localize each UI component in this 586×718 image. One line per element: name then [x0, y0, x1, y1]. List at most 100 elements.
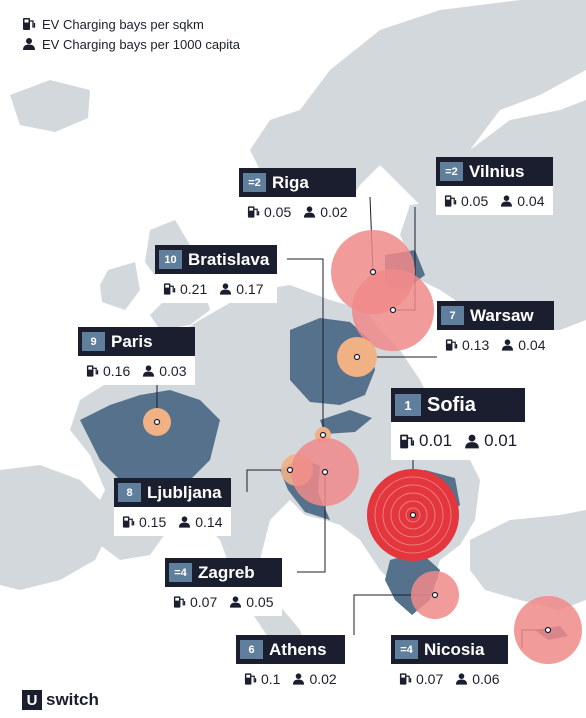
ev-charger-icon [400, 434, 415, 448]
person-icon [179, 515, 191, 528]
card-nicosia: =4 Nicosia 0.07 0.06 [391, 635, 508, 693]
value-capita: 0.03 [159, 362, 187, 379]
card-riga: =2 Riga 0.05 0.02 [239, 168, 356, 226]
card-head: =4 Nicosia [391, 635, 508, 664]
rank-badge: =4 [395, 640, 418, 659]
metric-capita: 0.03 [142, 362, 187, 379]
city-name: Warsaw [470, 305, 534, 325]
card-sofia: 1 Sofia 0.01 0.01 [391, 388, 526, 460]
person-icon [502, 338, 514, 351]
metric-capita: 0.05 [229, 593, 274, 610]
ev-charger-icon [247, 205, 260, 218]
card-head: 7 Warsaw [437, 301, 554, 330]
rank-badge: =4 [169, 563, 192, 582]
card-metrics: 0.15 0.14 [114, 507, 231, 536]
city-name: Vilnius [469, 161, 525, 181]
rank-badge: =2 [440, 162, 463, 181]
value-sqkm: 0.13 [462, 336, 490, 353]
metric-capita: 0.04 [500, 193, 545, 209]
person-icon [23, 38, 35, 50]
dot-paris [153, 418, 161, 426]
ev-charger-icon [86, 364, 99, 377]
metric-sqkm: 0.07 [399, 671, 443, 687]
value-sqkm: 0.01 [419, 431, 453, 450]
dot-bratislava [319, 431, 327, 439]
value-sqkm: 0.07 [416, 670, 444, 687]
rank-badge: 1 [395, 394, 421, 416]
metric-sqkm: 0.21 [163, 281, 207, 297]
card-head: =2 Vilnius [436, 157, 553, 186]
value-sqkm: 0.07 [190, 593, 218, 610]
value-capita: 0.02 [309, 670, 337, 687]
card-ljubljana: 8 Ljubljana 0.15 0.14 [114, 478, 231, 536]
rank-badge: 6 [240, 640, 263, 659]
land-ireland [100, 262, 140, 310]
card-metrics: 0.01 0.01 [391, 422, 526, 460]
card-metrics: 0.05 0.04 [436, 186, 553, 215]
value-capita: 0.04 [518, 336, 546, 353]
metric-sqkm: 0.01 [399, 431, 452, 451]
person-icon [304, 205, 316, 218]
value-sqkm: 0.1 [261, 670, 281, 687]
dot-sofia [409, 511, 417, 519]
ev-charger-icon [173, 595, 186, 608]
brand-mark: U [22, 690, 42, 710]
value-sqkm: 0.15 [139, 513, 167, 530]
country-slovakia [320, 410, 372, 434]
metric-capita: 0.06 [455, 670, 500, 687]
value-capita: 0.06 [472, 670, 500, 687]
card-warsaw: 7 Warsaw 0.13 0.04 [437, 301, 554, 359]
legend-row-capita: EV Charging bays per 1000 capita [22, 34, 240, 54]
city-name: Bratislava [188, 249, 270, 269]
ev-charger-icon [163, 282, 176, 295]
value-sqkm: 0.16 [103, 362, 131, 379]
legend-row-sqkm: EV Charging bays per sqkm [22, 14, 240, 34]
card-metrics: 0.21 0.17 [155, 274, 278, 303]
card-head: 10 Bratislava [155, 245, 278, 274]
land-iceland [10, 80, 90, 132]
ev-charger-icon [444, 194, 457, 207]
city-name: Riga [272, 172, 309, 192]
city-name: Athens [269, 639, 327, 659]
ev-charger-icon [23, 18, 36, 30]
metric-capita: 0.01 [464, 431, 517, 451]
dot-zagreb [321, 468, 329, 476]
legend: EV Charging bays per sqkm EV Charging ba… [22, 14, 240, 54]
card-metrics: 0.05 0.02 [239, 197, 356, 226]
value-sqkm: 0.21 [180, 280, 208, 297]
person-icon [293, 672, 305, 685]
city-name: Ljubljana [147, 482, 222, 502]
card-paris: 9 Paris 0.16 0.03 [78, 327, 195, 385]
value-capita: 0.05 [246, 593, 274, 610]
card-metrics: 0.1 0.02 [236, 664, 345, 693]
metric-capita: 0.04 [501, 336, 546, 353]
dot-nicosia [544, 626, 552, 634]
card-metrics: 0.16 0.03 [78, 356, 195, 385]
ev-charger-icon [399, 672, 412, 685]
land-turkey [470, 510, 586, 610]
legend-capita-label: EV Charging bays per 1000 capita [42, 36, 241, 52]
leader-athens [353, 594, 435, 635]
card-head: 6 Athens [236, 635, 345, 664]
rank-badge: 10 [159, 250, 182, 269]
leader-ljubljana [246, 469, 290, 492]
city-name: Sofia [427, 393, 476, 416]
card-vilnius: =2 Vilnius 0.05 0.04 [436, 157, 553, 215]
leader-bratislava [287, 258, 324, 435]
card-bratislava: 10 Bratislava 0.21 0.17 [155, 245, 278, 303]
city-name: Paris [111, 331, 153, 351]
value-capita: 0.17 [236, 280, 264, 297]
metric-sqkm: 0.16 [86, 363, 130, 379]
metric-sqkm: 0.05 [444, 193, 488, 209]
metric-sqkm: 0.13 [445, 337, 489, 353]
dot-athens [431, 591, 439, 599]
person-icon [143, 364, 155, 377]
person-icon [230, 595, 242, 608]
rank-badge: 8 [118, 483, 141, 502]
ev-charger-icon [244, 672, 257, 685]
person-icon [465, 434, 479, 448]
card-head: =2 Riga [239, 168, 356, 197]
ev-charger-icon [122, 515, 135, 528]
metric-capita: 0.14 [178, 514, 223, 530]
